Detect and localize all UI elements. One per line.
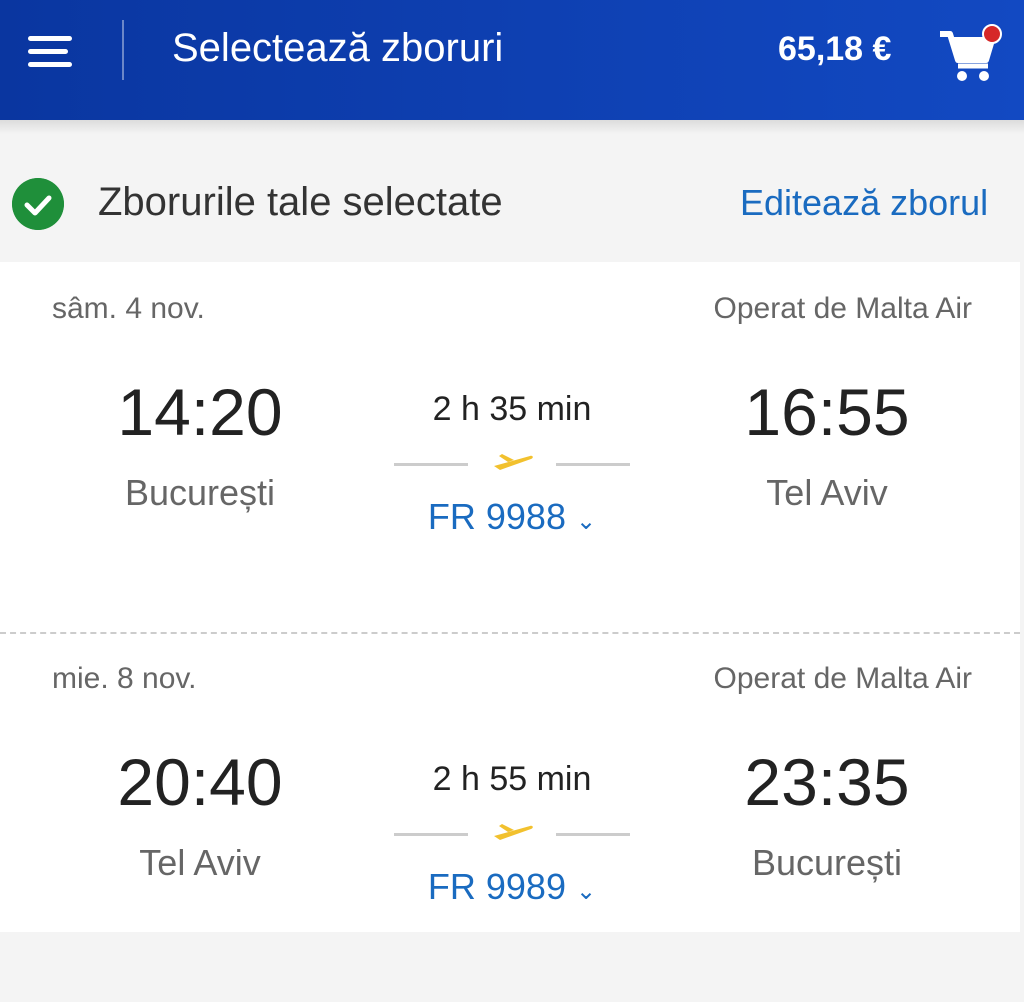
flight-date: mie. 8 nov. xyxy=(52,662,197,695)
duration: 2 h 55 min xyxy=(432,760,592,798)
app-header: Selectează zboruri 65,18 € xyxy=(0,0,1024,120)
arrive-city: Tel Aviv xyxy=(766,472,888,513)
operator: Operat de Malta Air xyxy=(713,292,972,325)
depart-time: 20:40 xyxy=(117,745,283,819)
chevron-down-icon: ⌄ xyxy=(575,508,597,535)
plane-icon xyxy=(494,454,533,470)
depart-city: București xyxy=(124,472,276,513)
page-title: Selectează zboruri xyxy=(172,26,504,70)
divider xyxy=(0,632,1020,634)
flight-date: sâm. 4 nov. xyxy=(52,292,205,325)
flight-outbound[interactable]: sâm. 4 nov. Operat de Malta Air 14:20 Bu… xyxy=(0,262,1020,632)
depart-city: Tel Aviv xyxy=(139,842,261,883)
flight-return[interactable]: mie. 8 nov. Operat de Malta Air 20:40 Te… xyxy=(0,632,1020,1002)
flight-number-toggle[interactable]: FR 9989 ⌄ xyxy=(427,866,597,907)
divider xyxy=(122,20,124,80)
plane-icon xyxy=(494,824,533,840)
duration: 2 h 35 min xyxy=(432,390,592,428)
flights-card: sâm. 4 nov. Operat de Malta Air 14:20 Bu… xyxy=(0,262,1020,932)
edit-flight-link[interactable]: Editează zborul xyxy=(740,182,989,223)
arrive-time: 16:55 xyxy=(744,375,910,449)
selected-flights-heading: Zborurile tale selectate xyxy=(98,180,503,224)
arrive-time: 23:35 xyxy=(744,745,910,819)
depart-time: 14:20 xyxy=(117,375,283,449)
operator: Operat de Malta Air xyxy=(713,662,972,695)
menu-icon[interactable] xyxy=(28,36,72,68)
cart-total[interactable]: 65,18 € xyxy=(778,30,892,68)
cart-icon[interactable] xyxy=(936,24,1006,84)
arrive-city: București xyxy=(751,842,903,883)
check-circle-icon xyxy=(12,178,64,230)
chevron-down-icon: ⌄ xyxy=(575,878,597,905)
flight-number-toggle[interactable]: FR 9988 ⌄ xyxy=(427,496,597,537)
